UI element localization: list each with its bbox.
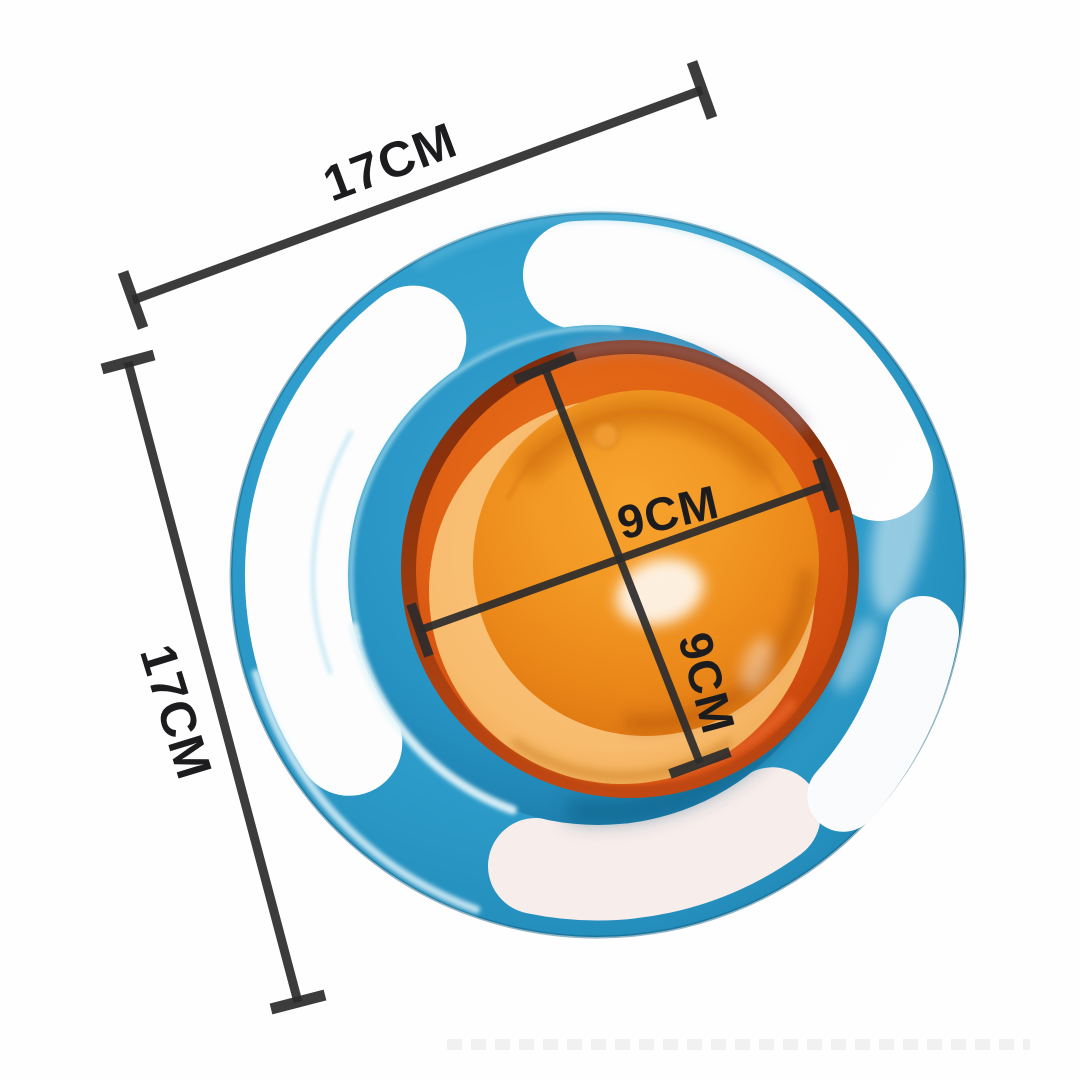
collar-gloss-bottom-left [349, 622, 517, 815]
collar-edge-light-top-left [348, 325, 622, 641]
dimension-tick-bowl-depth-top [513, 351, 577, 385]
bowl-bump-detail [592, 422, 620, 450]
dimension-outer-height [100, 349, 327, 1015]
dimension-tick-bowl-width-left [406, 602, 434, 658]
dimension-line-bowl-depth [541, 366, 704, 765]
dimension-line-outer-width [131, 85, 704, 305]
dimension-tick-outer-width-right [686, 60, 718, 120]
bowl-inner [473, 390, 819, 736]
dimension-tick-outer-height-bottom [269, 989, 327, 1015]
saucer-slot-left-reflection [311, 430, 354, 675]
saucer-gloss-right-small [833, 618, 879, 692]
dimension-tick-outer-height-top [100, 349, 156, 375]
saucer-gloss-right-large [870, 441, 930, 615]
dimension-bowl-depth [513, 351, 732, 779]
bowl-reflection-streak [740, 637, 774, 691]
saucer-rim-highlight-bottom-left [251, 669, 481, 914]
bowl-assembly [401, 338, 859, 798]
bowl-inner-back-rim-line [506, 409, 786, 501]
dimension-tick-bowl-depth-bottom [668, 747, 732, 779]
dimension-tick-outer-width-left [117, 270, 149, 330]
dimension-line-outer-height [123, 360, 303, 1004]
dimension-label-outer-width: 17CM [316, 112, 464, 213]
saucer-slot-bottom [488, 767, 821, 921]
saucer-rim-highlight-top [416, 214, 807, 285]
saucer-slot-right [807, 596, 959, 832]
saucer-slot-top [523, 220, 933, 521]
dimension-outer-width [117, 60, 718, 330]
watermark-strip [447, 1039, 1030, 1050]
bowl-top-lavender-reflection [565, 338, 809, 432]
dimension-tick-bowl-width-right [812, 457, 840, 513]
saucer-slot-left [245, 285, 467, 796]
bowl-inner-top-shadow [518, 400, 774, 480]
